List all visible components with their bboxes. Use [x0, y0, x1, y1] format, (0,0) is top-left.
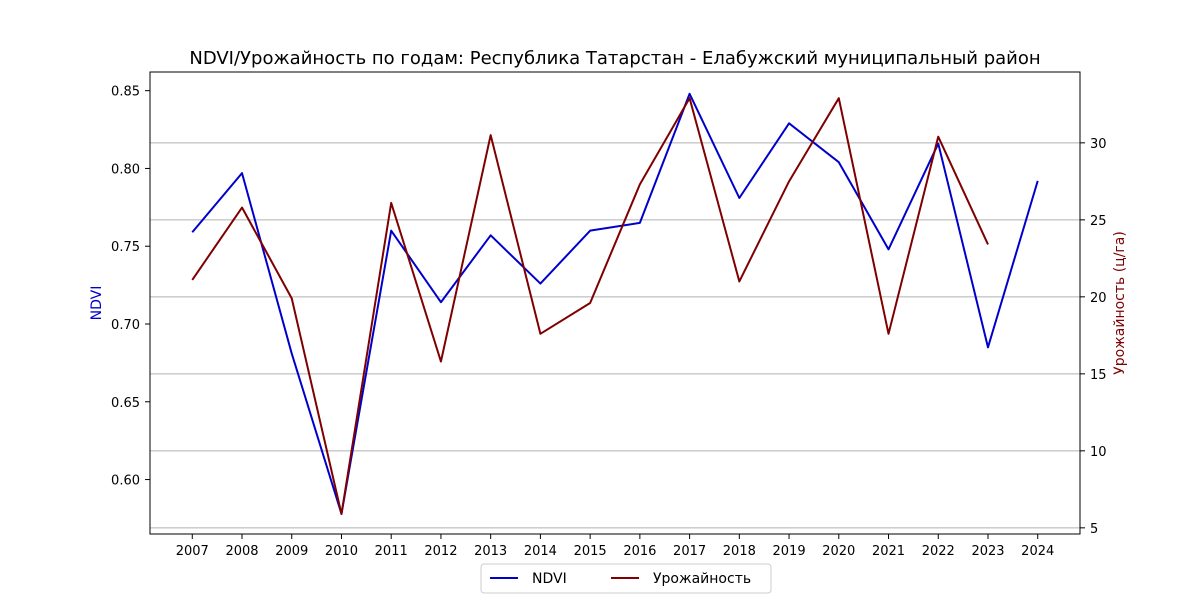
x-tick-label: 2012 — [424, 544, 457, 559]
x-tick-label: 2019 — [773, 544, 806, 559]
series-line-yield — [191, 97, 989, 515]
y-right-tick-label: 30 — [1090, 137, 1107, 152]
y-left-tick-label: 0.85 — [111, 85, 140, 100]
legend: NDVI Урожайность — [480, 563, 772, 594]
legend-label-ndvi: NDVI — [532, 571, 567, 587]
x-axis: 2007 2008 2009 2010 2011 2012 2013 2014 2015 2016… — [176, 534, 1054, 559]
grid — [150, 142, 1080, 529]
x-tick-label: 2013 — [474, 544, 507, 559]
y-right-tick-label: 15 — [1090, 368, 1107, 383]
x-tick-label: 2024 — [1021, 544, 1054, 559]
x-tick-label: 2021 — [872, 544, 905, 559]
y-left-tick-label: 0.80 — [111, 162, 140, 177]
x-tick-label: 2018 — [723, 544, 756, 559]
plot-lines — [191, 92, 1039, 515]
x-tick-label: 2007 — [176, 544, 209, 559]
y-right-tick-label: 5 — [1090, 522, 1098, 537]
x-tick-label: 2015 — [574, 544, 607, 559]
y-axis-right: 5 10 15 20 25 30 — [1080, 137, 1107, 537]
x-tick-label: 2009 — [275, 544, 308, 559]
x-tick-label: 2011 — [375, 544, 408, 559]
x-tick-label: 2017 — [673, 544, 706, 559]
y-axis-left: 0.60 0.65 0.70 0.75 0.80 0.85 — [111, 85, 150, 489]
y-left-tick-label: 0.75 — [111, 240, 140, 255]
y-right-tick-label: 25 — [1090, 214, 1107, 229]
y-left-tick-label: 0.60 — [111, 474, 140, 489]
y-right-tick-label: 10 — [1090, 445, 1107, 460]
x-tick-label: 2022 — [922, 544, 955, 559]
x-tick-label: 2016 — [623, 544, 656, 559]
x-tick-label: 2020 — [822, 544, 855, 559]
x-tick-label: 2008 — [225, 544, 258, 559]
x-tick-label: 2023 — [971, 544, 1004, 559]
legend-label-yield: Урожайность — [653, 571, 751, 587]
chart-title: NDVI/Урожайность по годам: Республика Та… — [189, 48, 1040, 69]
y-left-tick-label: 0.65 — [111, 396, 140, 411]
y-right-tick-label: 20 — [1090, 291, 1107, 306]
x-tick-label: 2010 — [325, 544, 358, 559]
y-axis-left-label: NDVI — [89, 286, 105, 321]
y-axis-right-label: Урожайность (ц/га) — [1112, 231, 1128, 375]
plot-frame — [149, 71, 1081, 535]
series-line-ndvi — [191, 92, 1039, 515]
x-tick-label: 2014 — [524, 544, 557, 559]
y-left-tick-label: 0.70 — [111, 318, 140, 333]
